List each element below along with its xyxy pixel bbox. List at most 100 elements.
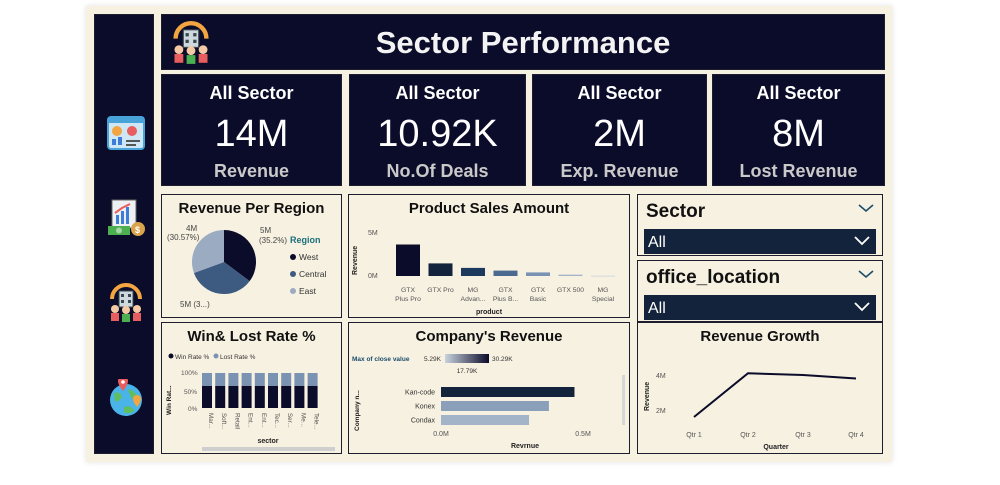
- revenue-per-region-panel[interactable]: Revenue Per Region 4M (30.57%) 5M (35.2%…: [161, 194, 342, 318]
- bar[interactable]: [558, 274, 583, 276]
- x-tick-label: 0.5M: [575, 431, 591, 438]
- legend-win-marker: [168, 353, 174, 359]
- chart-title: Win& Lost Rate %: [187, 328, 316, 345]
- office-location-dropdown[interactable]: All: [644, 295, 876, 320]
- win-bar[interactable]: [241, 385, 252, 408]
- y-tick-label: 5M: [368, 230, 378, 237]
- bar[interactable]: [493, 270, 518, 276]
- x-tick-label: Plus Pro: [395, 296, 421, 303]
- y-axis-label: Revenue: [352, 246, 359, 275]
- legend-label[interactable]: West: [299, 252, 319, 262]
- x-axis-label: Revrnue: [511, 443, 539, 450]
- win-bar[interactable]: [228, 385, 239, 408]
- chevron-down-icon[interactable]: [854, 302, 870, 312]
- color-legend-title: Max of close value: [352, 356, 410, 363]
- office-location-slicer[interactable]: office_location All: [637, 260, 883, 322]
- sector-slicer[interactable]: Sector All: [637, 194, 883, 256]
- y-tick-label: 2M: [656, 408, 666, 415]
- sidebar: $: [94, 14, 154, 454]
- sector-dropdown[interactable]: All: [644, 229, 876, 254]
- chart-title: Revenue Per Region: [178, 200, 325, 217]
- y-axis-label: Company n...: [354, 390, 361, 431]
- kpi-label: Exp. Revenue: [560, 161, 679, 181]
- kpi-card-revenue[interactable]: All Sector 14M Revenue: [161, 74, 342, 186]
- revenue-growth-panel[interactable]: Revenue Growth Revenue 4M 2M Quarter Qtr…: [637, 322, 883, 454]
- y-tick-label: Kan-code: [405, 390, 435, 397]
- pie-slice-west[interactable]: [224, 230, 256, 282]
- win-bar[interactable]: [215, 385, 226, 408]
- pie-slice-central[interactable]: [193, 262, 250, 294]
- win-lost-rate-panel[interactable]: Win& Lost Rate % Win Rate % Lost Rate % …: [161, 322, 342, 454]
- bar[interactable]: [461, 267, 485, 276]
- vertical-scrollbar[interactable]: [622, 375, 625, 425]
- globe-location-icon[interactable]: [106, 379, 146, 419]
- kpi-card-deals[interactable]: All Sector 10.92K No.Of Deals: [349, 74, 526, 186]
- y-tick-label: 0%: [188, 406, 198, 413]
- finance-growth-icon[interactable]: $: [106, 197, 146, 237]
- kpi-value: 14M: [214, 113, 289, 155]
- dashboard-icon[interactable]: [106, 113, 146, 153]
- pie-slice-east[interactable]: [192, 230, 224, 273]
- pie-legend-title: Region: [290, 235, 321, 245]
- bar[interactable]: [441, 387, 575, 397]
- win-bar[interactable]: [307, 385, 318, 408]
- product-sales-chart[interactable]: Revenue 5M 0M product GTX Plus Pro GTX Pro…: [349, 195, 631, 319]
- company-revenue-chart[interactable]: Max of close value 5.29K 30.29K 17.79K C…: [349, 323, 631, 455]
- bar[interactable]: [428, 263, 453, 276]
- y-tick-label: 50%: [184, 389, 197, 396]
- kpi-card-exp-revenue[interactable]: All Sector 2M Exp. Revenue: [532, 74, 707, 186]
- x-tick-label: GTX: [531, 287, 545, 294]
- y-tick-label: 0M: [368, 273, 378, 280]
- bar[interactable]: [591, 275, 615, 277]
- win-bar[interactable]: [268, 385, 278, 408]
- chevron-down-icon[interactable]: [854, 236, 870, 246]
- bar[interactable]: [441, 415, 530, 425]
- legend-label[interactable]: Central: [299, 269, 327, 279]
- win-bar[interactable]: [281, 385, 292, 408]
- pie-label-west-percent: (35.2%): [259, 236, 287, 245]
- lost-bar[interactable]: [202, 373, 212, 386]
- revenue-line[interactable]: [693, 372, 857, 418]
- chart-title: Product Sales Amount: [408, 200, 570, 217]
- revenue-growth-chart[interactable]: Revenue 4M 2M Quarter Qtr 1 Qtr 2 Qtr 3 Qtr…: [638, 323, 884, 455]
- chevron-down-icon[interactable]: [858, 203, 874, 213]
- x-tick-label: Ent...: [260, 413, 267, 428]
- lost-bar[interactable]: [228, 373, 239, 386]
- bar[interactable]: [441, 401, 549, 411]
- kpi-label: No.Of Deals: [386, 161, 489, 181]
- win-lost-chart[interactable]: Win Rate % Lost Rate % Win Rat... 100% 5…: [162, 323, 343, 455]
- pie-label-east-percent: (30.57%): [167, 233, 200, 242]
- office-team-icon[interactable]: [106, 283, 146, 323]
- x-axis-label: sector: [257, 438, 278, 445]
- lost-bar[interactable]: [254, 373, 265, 386]
- dashboard-canvas: $: [86, 6, 892, 462]
- lost-bar[interactable]: [268, 373, 278, 386]
- legend-marker: [290, 288, 296, 294]
- win-bar[interactable]: [202, 385, 212, 408]
- svg-text:$: $: [135, 225, 140, 235]
- x-tick-label: Soft...: [220, 413, 227, 430]
- color-legend-mid: 17.79K: [457, 368, 478, 375]
- horizontal-scrollbar[interactable]: [202, 447, 335, 451]
- lost-bar[interactable]: [294, 373, 305, 386]
- lost-bar[interactable]: [215, 373, 226, 386]
- bar[interactable]: [526, 272, 550, 276]
- win-bar[interactable]: [294, 385, 305, 408]
- x-axis-label: product: [476, 309, 503, 316]
- x-tick-label: Ent...: [247, 413, 254, 428]
- bar[interactable]: [396, 244, 420, 277]
- kpi-filter-label: All Sector: [209, 83, 294, 103]
- chevron-down-icon[interactable]: [858, 269, 874, 279]
- kpi-card-lost-revenue[interactable]: All Sector 8M Lost Revenue: [712, 74, 885, 186]
- product-sales-panel[interactable]: Product Sales Amount Revenue 5M 0M produ…: [348, 194, 630, 318]
- pie-label-west-value: 5M: [260, 226, 271, 235]
- company-revenue-panel[interactable]: Company's Revenue Max of close value 5.2…: [348, 322, 630, 454]
- x-tick-label: Special: [592, 296, 615, 303]
- kpi-label: Revenue: [213, 161, 290, 181]
- lost-bar[interactable]: [281, 373, 292, 386]
- legend-label[interactable]: East: [299, 286, 317, 296]
- pie-chart[interactable]: 4M (30.57%) 5M (35.2%) 5M (3...) Region …: [162, 195, 343, 319]
- win-bar[interactable]: [254, 385, 265, 408]
- lost-bar[interactable]: [307, 373, 318, 386]
- lost-bar[interactable]: [241, 373, 252, 386]
